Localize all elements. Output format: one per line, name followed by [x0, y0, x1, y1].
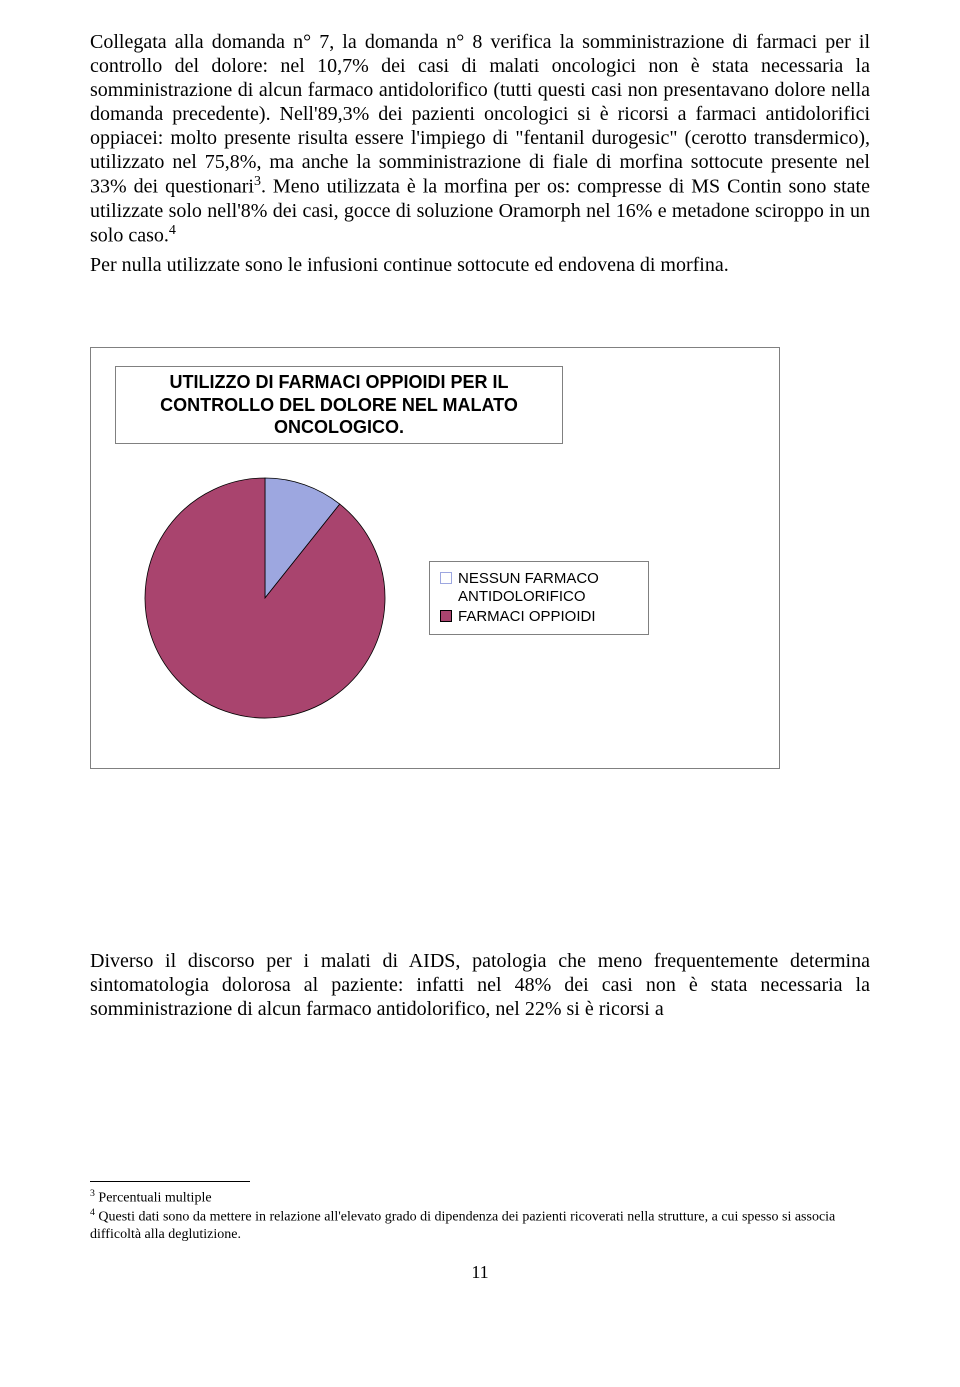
page-number: 11	[90, 1262, 870, 1283]
paragraph-3: Diverso il discorso per i malati di AIDS…	[90, 949, 870, 1021]
legend-item: FARMACI OPPIOIDI	[440, 608, 638, 626]
paragraph-2: Per nulla utilizzate sono le infusioni c…	[90, 253, 870, 277]
page: Collegata alla domanda n° 7, la domanda …	[0, 0, 960, 1387]
pie-slice	[145, 478, 385, 718]
paragraph-1: Collegata alla domanda n° 7, la domanda …	[90, 30, 870, 247]
footnote-4: 4 Questi dati sono da mettere in relazio…	[90, 1207, 870, 1244]
footnote-ref-4: 4	[169, 223, 176, 238]
chart-legend: NESSUN FARMACO ANTIDOLORIFICO FARMACI OPP…	[429, 561, 649, 635]
footnotes-separator	[90, 1181, 250, 1182]
paragraph-1-main: Collegata alla domanda n° 7, la domanda …	[90, 31, 870, 198]
footnote-4-text: Questi dati sono da mettere in relazione…	[90, 1210, 835, 1243]
chart-title-box: UTILIZZO DI FARMACI OPPIOIDI PER IL CONT…	[115, 366, 563, 444]
chart-title: UTILIZZO DI FARMACI OPPIOIDI PER IL CONT…	[124, 371, 554, 439]
chart-row: NESSUN FARMACO ANTIDOLORIFICO FARMACI OPP…	[115, 468, 755, 728]
legend-label: NESSUN FARMACO ANTIDOLORIFICO	[458, 570, 638, 606]
footnote-3-text: Percentuali multiple	[95, 1190, 212, 1205]
legend-swatch	[440, 610, 452, 622]
legend-swatch	[440, 572, 452, 584]
footnote-ref-3: 3	[254, 174, 261, 189]
pie-chart	[135, 468, 395, 728]
chart-container: UTILIZZO DI FARMACI OPPIOIDI PER IL CONT…	[90, 347, 780, 769]
legend-label: FARMACI OPPIOIDI	[458, 608, 596, 626]
footnote-3: 3 Percentuali multiple	[90, 1188, 870, 1207]
pie-svg	[135, 468, 395, 728]
legend-item: NESSUN FARMACO ANTIDOLORIFICO	[440, 570, 638, 606]
